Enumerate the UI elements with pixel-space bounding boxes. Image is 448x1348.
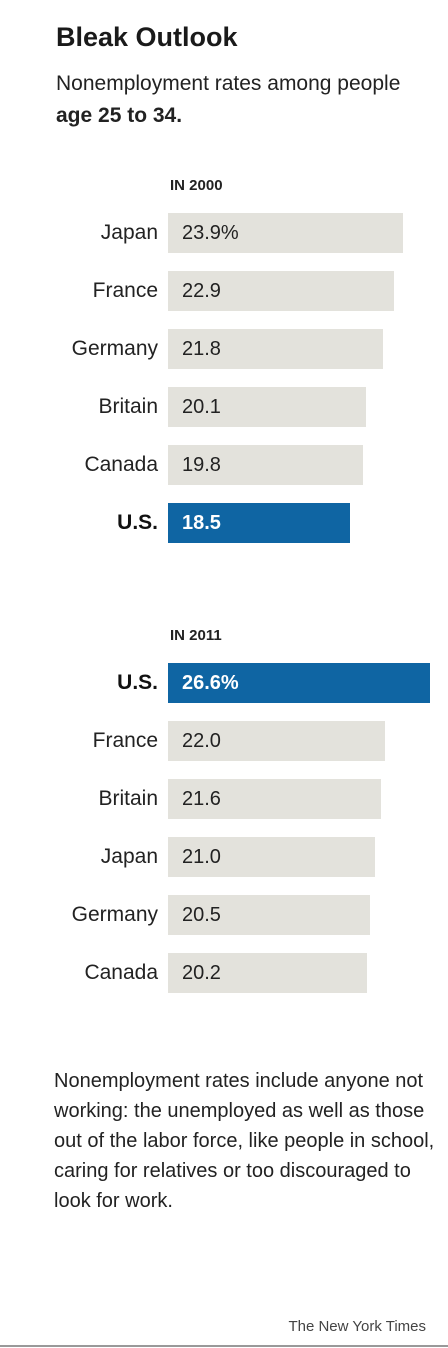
bar-row: Britain 20.1 <box>0 387 448 427</box>
bar-row: Britain 21.6 <box>0 779 448 819</box>
bar <box>168 837 375 877</box>
bar <box>168 503 350 543</box>
bar-row: U.S. 26.6% <box>0 663 448 703</box>
panel-title-2000: IN 2000 <box>170 177 223 194</box>
category-label: U.S. <box>117 671 158 694</box>
bar <box>168 329 383 369</box>
category-label: Canada <box>84 961 158 984</box>
subtitle-bold: age 25 to 34. <box>56 104 183 127</box>
value-label: 22.0 <box>182 730 221 752</box>
category-label: Canada <box>84 453 158 476</box>
bar-row: Japan 23.9% <box>0 213 448 253</box>
category-label: Japan <box>100 221 158 244</box>
value-label: 22.9 <box>182 280 221 302</box>
bar <box>168 779 381 819</box>
category-label: Japan <box>100 845 158 868</box>
bar <box>168 445 363 485</box>
value-label: 20.1 <box>182 396 221 418</box>
bar <box>168 895 370 935</box>
chart-title: Bleak Outlook <box>56 22 238 52</box>
footnote: Nonemployment rates include anyone not w… <box>54 1070 435 1212</box>
chart-subtitle: Nonemployment rates among people age 25 … <box>56 68 436 132</box>
category-label: France <box>92 729 158 752</box>
bar-row: Japan 21.0 <box>0 837 448 877</box>
value-label: 21.8 <box>182 338 221 360</box>
value-label: 18.5 <box>182 512 221 534</box>
value-label: 20.5 <box>182 904 221 926</box>
category-label: Germany <box>71 903 158 926</box>
bottom-rule <box>0 1345 448 1347</box>
bar <box>168 271 394 311</box>
bar-row: Germany 21.8 <box>0 329 448 369</box>
bar-row: Canada 20.2 <box>0 953 448 993</box>
value-label: 23.9% <box>182 222 239 244</box>
category-label: France <box>92 279 158 302</box>
bar-row: France 22.9 <box>0 271 448 311</box>
subtitle-prefix: Nonemployment rates among people <box>56 72 401 95</box>
value-label: 21.0 <box>182 846 221 868</box>
value-label: 19.8 <box>182 454 221 476</box>
bar-row: France 22.0 <box>0 721 448 761</box>
value-label: 21.6 <box>182 788 221 810</box>
category-label: Britain <box>98 787 158 810</box>
bar-row: Germany 20.5 <box>0 895 448 935</box>
category-label: Germany <box>71 337 158 360</box>
bar <box>168 721 385 761</box>
source-credit: The New York Times <box>288 1318 426 1335</box>
category-label: Britain <box>98 395 158 418</box>
panel-title-2011: IN 2011 <box>170 627 222 644</box>
bar <box>168 663 430 703</box>
category-label: U.S. <box>117 511 158 534</box>
bar <box>168 953 367 993</box>
bar-row: Canada 19.8 <box>0 445 448 485</box>
value-label: 26.6% <box>182 672 239 694</box>
bar <box>168 213 403 253</box>
bar <box>168 387 366 427</box>
value-label: 20.2 <box>182 962 221 984</box>
bar-row: U.S. 18.5 <box>0 503 448 543</box>
